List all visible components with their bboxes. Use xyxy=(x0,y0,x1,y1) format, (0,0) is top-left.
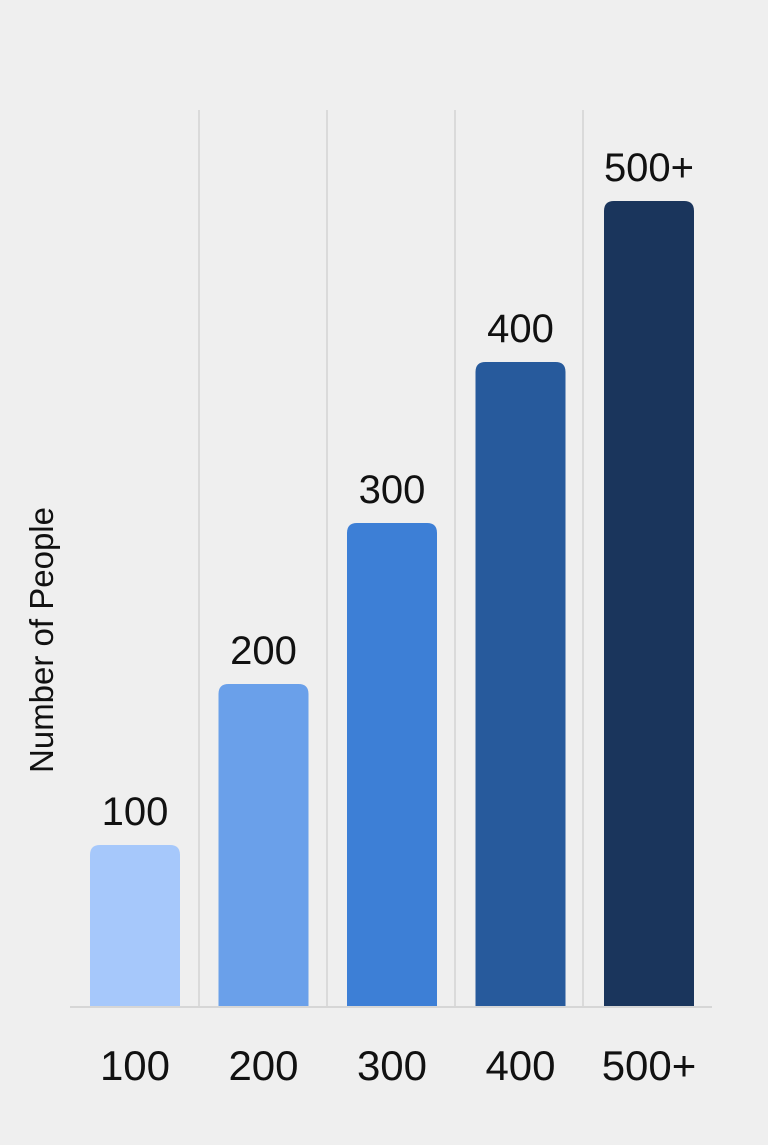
data-label: 100 xyxy=(102,790,169,834)
data-label: 400 xyxy=(487,307,554,351)
bar-400 xyxy=(475,362,566,1006)
bar-100 xyxy=(90,845,180,1006)
x-tick-label: 500+ xyxy=(602,1042,697,1089)
bar-200 xyxy=(218,684,309,1006)
bar-500+ xyxy=(604,201,694,1006)
x-tick-label: 300 xyxy=(357,1042,427,1089)
bar-300 xyxy=(347,523,437,1006)
x-tick-label: 100 xyxy=(100,1042,170,1089)
x-tick-label: 400 xyxy=(485,1042,555,1089)
data-label: 200 xyxy=(230,629,297,673)
x-tick-label: 200 xyxy=(228,1042,298,1089)
data-label: 300 xyxy=(359,468,426,512)
data-label: 500+ xyxy=(604,146,694,190)
